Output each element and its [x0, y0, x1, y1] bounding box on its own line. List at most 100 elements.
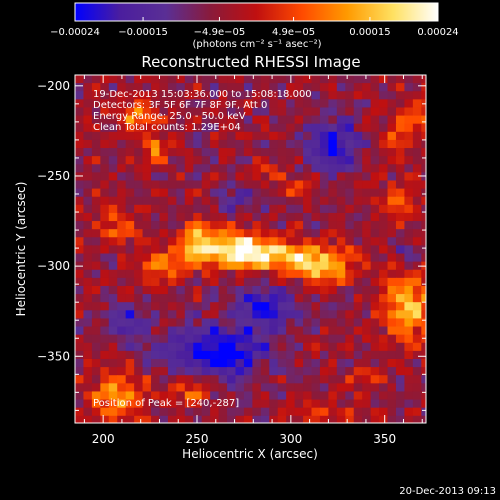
heatmap-cell: [336, 123, 346, 133]
heatmap-cell: [319, 164, 329, 173]
heatmap-cell: [345, 131, 355, 141]
heatmap-cell: [362, 237, 372, 246]
heatmap-cell: [151, 269, 161, 279]
heatmap-cell: [277, 123, 287, 133]
heatmap-cell: [362, 302, 372, 311]
heatmap-cell: [311, 318, 321, 328]
heatmap-cell: [83, 148, 93, 157]
heatmap-cell: [311, 221, 321, 230]
heatmap-cell: [421, 229, 426, 238]
heatmap-cell: [362, 261, 372, 271]
heatmap-cell: [269, 131, 279, 141]
heatmap-cell: [319, 172, 329, 182]
heatmap-cell: [218, 148, 228, 157]
heatmap-cell: [319, 75, 329, 84]
heatmap-cell: [294, 277, 304, 287]
heatmap-cell: [395, 229, 406, 238]
heatmap-cell: [235, 131, 245, 141]
heatmap-cell: [319, 367, 329, 376]
heatmap-cell: [336, 91, 346, 100]
heatmap-cell: [142, 294, 152, 303]
heatmap-cell: [201, 156, 211, 165]
heatmap-cell: [218, 75, 228, 84]
heatmap-cell: [83, 180, 93, 190]
heatmap-cell: [286, 367, 296, 376]
heatmap-cell: [243, 91, 253, 100]
heatmap-cell: [100, 221, 110, 230]
heatmap-cell: [286, 383, 296, 393]
heatmap-cell: [336, 237, 346, 246]
heatmap-cell: [227, 91, 237, 100]
heatmap-cell: [395, 407, 406, 417]
heatmap-cell: [303, 221, 313, 230]
heatmap-cell: [421, 399, 426, 409]
heatmap-cell: [184, 180, 194, 190]
heatmap-cell: [328, 229, 338, 238]
heatmap-cell: [243, 115, 253, 125]
heatmap-cell: [395, 302, 406, 311]
heatmap-cell: [75, 148, 85, 157]
heatmap-cell: [91, 285, 101, 295]
heatmap-cell: [412, 91, 422, 100]
heatmap-cell: [395, 358, 406, 368]
heatmap-cell: [151, 229, 161, 238]
heatmap-cell: [286, 310, 296, 320]
heatmap-cell: [125, 334, 135, 344]
heatmap-cell: [269, 294, 279, 303]
heatmap-cell: [210, 334, 220, 344]
heatmap-cell: [421, 148, 426, 157]
heatmap-cell: [167, 318, 177, 328]
heatmap-cell: [83, 156, 93, 165]
heatmap-cell: [193, 294, 203, 303]
heatmap-cell: [277, 285, 287, 295]
heatmap-cell: [430, 116, 439, 125]
heatmap-cell: [210, 131, 220, 141]
heatmap-cell: [159, 172, 169, 182]
heatmap-cell: [328, 261, 338, 271]
heatmap-cell: [395, 221, 406, 230]
heatmap-cell: [201, 367, 211, 376]
heatmap-cell: [210, 285, 220, 295]
heatmap-cell: [167, 302, 177, 311]
heatmap-cell: [125, 237, 135, 246]
heatmap-cell: [176, 164, 186, 173]
heatmap-cell: [395, 156, 406, 165]
heatmap-cell: [235, 75, 245, 84]
heatmap-cell: [91, 229, 101, 238]
heatmap-cell: [218, 253, 228, 263]
heatmap-cell: [395, 318, 406, 328]
heatmap-cell: [353, 399, 363, 409]
heatmap-cell: [370, 180, 380, 190]
heatmap-cell: [235, 212, 245, 222]
heatmap-cell: [193, 123, 203, 133]
heatmap-cell: [421, 367, 426, 376]
heatmap-cell: [117, 148, 127, 157]
heatmap-cell: [142, 164, 152, 173]
heatmap-cell: [269, 358, 279, 368]
heatmap-cell: [151, 180, 161, 190]
heatmap-cell: [286, 407, 296, 417]
heatmap-cell: [218, 188, 228, 198]
heatmap-cell: [345, 221, 355, 230]
heatmap-cell: [193, 399, 203, 409]
heatmap-cell: [328, 415, 338, 423]
heatmap-cell: [336, 131, 346, 141]
heatmap-cell: [294, 139, 304, 149]
heatmap-cell: [117, 107, 127, 117]
heatmap-cell: [379, 407, 389, 417]
heatmap-cell: [91, 188, 101, 198]
heatmap-cell: [277, 253, 287, 263]
heatmap-cell: [151, 156, 161, 165]
heatmap-cell: [353, 107, 363, 117]
heatmap-cell: [412, 148, 422, 157]
heatmap-cell: [269, 261, 279, 271]
heatmap-cell: [91, 302, 101, 311]
heatmap-cell: [328, 399, 338, 409]
heatmap-cell: [387, 91, 397, 100]
heatmap-cell: [210, 188, 220, 198]
heatmap-cell: [362, 180, 372, 190]
heatmap-cell: [134, 375, 144, 384]
heatmap-cell: [75, 123, 85, 133]
heatmap-cell: [193, 318, 203, 328]
heatmap-cell: [227, 107, 237, 117]
